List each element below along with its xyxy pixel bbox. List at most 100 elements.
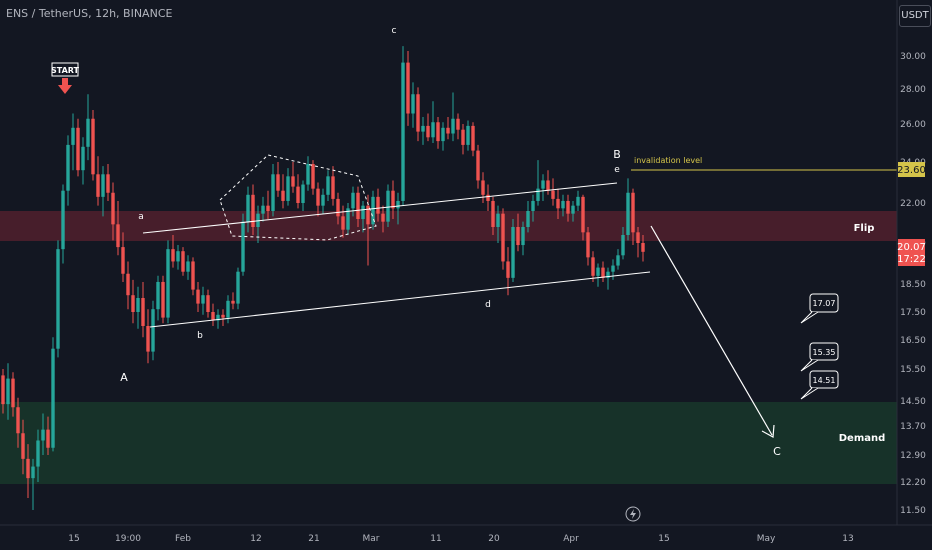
candle-body (351, 192, 355, 209)
candle-body (296, 186, 300, 203)
candle-body (306, 164, 310, 185)
start-label: START (51, 66, 80, 75)
candle-body (76, 127, 80, 171)
candle-body (341, 216, 345, 230)
lower-channel-line (149, 271, 651, 328)
wave-label-c: c (392, 26, 397, 36)
candle-body (186, 261, 190, 272)
candle-body (591, 257, 595, 276)
candle-body (31, 466, 35, 479)
start-arrowhead-icon (58, 85, 72, 94)
candle-body (91, 118, 95, 175)
candle-body (511, 227, 515, 278)
candle-body (506, 261, 510, 278)
candle-body (241, 221, 245, 272)
candle-body (541, 180, 545, 189)
candle-body (101, 174, 105, 197)
candle-body (181, 251, 185, 272)
candle-body (436, 122, 440, 142)
candle-body (221, 314, 225, 318)
candle-body (156, 281, 160, 310)
candle-body (256, 213, 260, 227)
candle-body (301, 184, 305, 203)
candle-body (571, 205, 575, 214)
wave-label-a: a (138, 212, 144, 222)
x-tick-label: Mar (363, 534, 380, 544)
candle-body (226, 300, 230, 318)
candle-body (201, 295, 205, 304)
candle-body (441, 127, 445, 142)
candle-body (346, 208, 350, 230)
candle-body (526, 211, 530, 227)
currency-button[interactable]: USDT (899, 5, 931, 27)
candle-body (176, 251, 180, 262)
candle-body (246, 194, 250, 222)
candle-body (86, 118, 90, 147)
x-tick-label: 11 (430, 534, 441, 544)
candle-body (11, 378, 15, 408)
y-tick-label: 11.50 (900, 506, 926, 516)
projection-arrow-head (761, 424, 775, 438)
candle-body (461, 129, 465, 145)
x-tick-label: 12 (250, 534, 261, 544)
candle-body (16, 407, 20, 434)
demand-zone-label: Demand (839, 433, 886, 444)
candle-body (611, 265, 615, 272)
flip-zone-label: Flip (854, 223, 875, 234)
y-tick-label: 12.20 (900, 478, 926, 488)
candle-body (261, 205, 265, 214)
candle-body (596, 267, 600, 276)
candle-body (631, 192, 635, 233)
start-label-box (51, 62, 79, 77)
y-tick-label: 30.00 (900, 52, 926, 62)
candle-body (561, 200, 565, 209)
last-price: 20.07 (897, 242, 926, 253)
candle-body (146, 326, 150, 352)
candle-body (446, 127, 450, 134)
candle-body (276, 174, 280, 191)
candle-body (56, 249, 60, 349)
candle-body (151, 309, 155, 352)
candle-body (396, 200, 400, 209)
candle-body (496, 213, 500, 227)
wave-label-C: C (773, 445, 781, 458)
x-tick-label: Apr (563, 534, 579, 544)
candle-body (196, 289, 200, 304)
candle-body (416, 94, 420, 132)
candle-body (136, 298, 140, 312)
candle-body (106, 174, 110, 193)
candle-body (36, 440, 40, 467)
candle-body (1, 375, 5, 405)
candle-body (471, 125, 475, 151)
candle-body (466, 125, 470, 145)
x-tick-label: 15 (68, 534, 79, 544)
candle-body (601, 267, 605, 278)
x-tick-label: 19:00 (115, 534, 141, 544)
candle-body (311, 164, 315, 189)
x-tick-label: Feb (175, 534, 191, 544)
candle-body (111, 192, 115, 225)
candle-body (46, 429, 50, 448)
wave-label-d: d (485, 300, 491, 310)
y-tick-label: 28.00 (900, 85, 926, 95)
candle-body (636, 232, 640, 243)
candle-body (131, 295, 135, 312)
candle-body (336, 198, 340, 217)
last-price-tag (898, 239, 925, 266)
candle-body (206, 295, 210, 312)
candle-body (366, 205, 370, 225)
target-2: 15.35 (813, 348, 836, 357)
x-tick-label: 20 (488, 534, 500, 544)
lightning-icon[interactable] (625, 506, 641, 522)
candle-body (616, 255, 620, 266)
candle-body (321, 194, 325, 206)
candle-body (271, 174, 275, 211)
x-tick-label: 15 (658, 534, 669, 544)
target-3: 14.51 (813, 376, 836, 385)
upper-channel-line (142, 182, 618, 234)
candle-body (171, 249, 175, 262)
candle-body (501, 213, 505, 262)
candle-body (551, 190, 555, 199)
wave-label-b: b (197, 331, 203, 341)
